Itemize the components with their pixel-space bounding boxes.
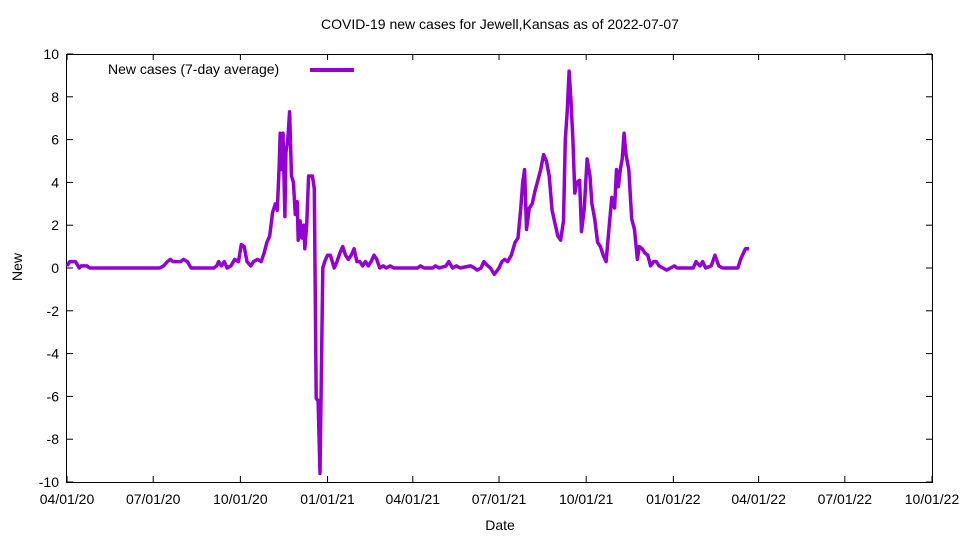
x-tick-label: 01/01/21 [300,491,355,507]
x-tick-label: 01/01/22 [646,491,701,507]
legend-label: New cases (7-day average) [108,61,280,77]
y-tick-label: 8 [51,89,59,105]
x-tick-label: 10/01/20 [213,491,268,507]
y-tick-label: 0 [51,260,59,276]
y-tick-label: -6 [47,388,60,404]
y-tick-label: 4 [51,174,59,190]
y-tick-label: 6 [51,132,59,148]
y-tick-label: -10 [39,474,59,490]
y-tick-label: -2 [47,303,60,319]
x-tick-label: 10/01/21 [559,491,614,507]
series-group [65,69,750,476]
y-tick-label: 10 [43,46,59,62]
x-tick-label: 04/01/22 [731,491,786,507]
y-axis-label: New [9,252,25,282]
x-axis-label: Date [485,517,515,533]
series-line [65,69,750,476]
x-tick-label: 07/01/20 [126,491,181,507]
x-tick-label: 07/01/22 [818,491,873,507]
x-tick-label: 04/01/20 [40,491,95,507]
y-tick-label: -4 [47,346,60,362]
x-tick-label: 10/01/22 [905,491,960,507]
y-tick-label: 2 [51,217,59,233]
x-tick-label: 04/01/21 [386,491,441,507]
chart-title: COVID-19 new cases for Jewell,Kansas as … [321,16,679,32]
x-tick-label: 07/01/21 [472,491,527,507]
y-axis: -10 -8 -6 -4 -2 0 2 4 6 8 10 [39,46,932,490]
y-tick-label: -8 [47,431,60,447]
x-axis: 04/01/20 07/01/20 10/01/20 01/01/21 04/01/21… [40,54,960,507]
